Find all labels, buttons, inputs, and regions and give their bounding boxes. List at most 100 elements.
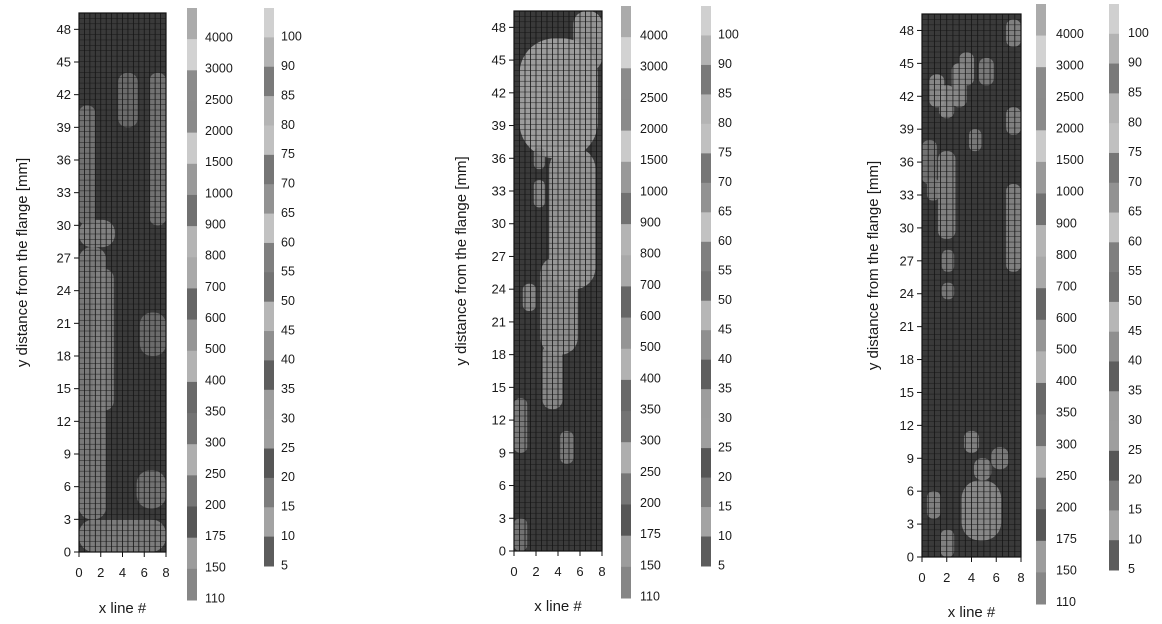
colorbar-segment	[264, 66, 274, 97]
colorbar-segment	[1036, 67, 1046, 100]
colorbar-label: 800	[640, 247, 661, 261]
colorbar-segment	[264, 331, 274, 361]
colorbar-2: 100 90 85 80 75 70 65 60 55 50 45 40 35 30 25 20 15 10 5	[701, 6, 739, 572]
colorbar-segment	[1036, 572, 1046, 605]
y-tick-label: 15	[900, 385, 914, 400]
colorbar-segment	[264, 96, 274, 126]
colorbar-label: 700	[205, 280, 226, 294]
colorbar-label: 300	[1056, 437, 1077, 451]
colorbar-segment	[264, 419, 274, 450]
y-tick-label: 18	[492, 347, 506, 362]
colorbar-label: 50	[1128, 294, 1142, 308]
colorbar-segment	[187, 226, 197, 258]
colorbar-label: 45	[718, 322, 732, 336]
y-tick-label: 45	[900, 56, 914, 71]
colorbar-label: 2500	[205, 93, 233, 107]
field-region-3	[549, 147, 596, 290]
colorbar-label: 15	[1128, 503, 1142, 517]
x-tick-label: 6	[576, 564, 583, 579]
colorbar-label: 45	[1128, 324, 1142, 338]
colorbar-segment	[1036, 98, 1046, 131]
y-tick-label: 6	[907, 484, 914, 499]
colorbar-label: 90	[281, 59, 295, 73]
y-tick-label: 24	[57, 283, 71, 298]
colorbar-segment	[1109, 331, 1119, 362]
colorbar-label: 700	[640, 278, 661, 292]
colorbar-segment	[264, 184, 274, 215]
colorbar-label: 300	[205, 436, 226, 450]
colorbar-segment	[701, 6, 711, 36]
colorbar-label: 600	[1056, 311, 1077, 325]
colorbar-label: 2000	[205, 124, 233, 138]
y-tick-label: 27	[900, 253, 914, 268]
colorbar-label: 150	[205, 560, 226, 574]
colorbar-label: 900	[640, 216, 661, 230]
colorbar-label: 500	[640, 340, 661, 354]
colorbar-label: 1500	[640, 153, 668, 167]
colorbar-label: 20	[718, 470, 732, 484]
x-axis-label: x line #	[948, 604, 996, 621]
colorbar-segment	[1036, 130, 1046, 163]
colorbar-label: 1000	[205, 186, 233, 200]
colorbar-segment	[701, 389, 711, 420]
colorbar-segment	[264, 360, 274, 391]
colorbar-segment	[701, 418, 711, 449]
colorbar-segment	[264, 242, 274, 273]
colorbar-label: 35	[718, 381, 732, 395]
colorbar-label: 45	[281, 323, 295, 337]
colorbar-segment	[264, 8, 274, 38]
y-tick-label: 9	[64, 447, 71, 462]
colorbar-segment	[1036, 446, 1046, 479]
field-region-8	[79, 105, 96, 226]
colorbar-label: 70	[1128, 175, 1142, 189]
colorbar-label: 75	[1128, 145, 1142, 159]
colorbar-label: 175	[640, 527, 661, 541]
colorbar-label: 800	[1056, 248, 1077, 262]
colorbar-label: 150	[640, 558, 661, 572]
colorbar-segment	[1109, 272, 1119, 303]
colorbar-label: 10	[281, 529, 295, 543]
field-region-1	[519, 38, 598, 159]
colorbar-label: 25	[1128, 443, 1142, 457]
colorbar-segment	[701, 359, 711, 390]
colorbar-segment	[187, 8, 197, 40]
colorbar-segment	[1036, 35, 1046, 68]
colorbar-label: 35	[281, 382, 295, 396]
colorbar-label: 80	[1128, 115, 1142, 129]
colorbar-segment	[1036, 161, 1046, 194]
colorbar-segment	[621, 379, 631, 412]
y-tick-label: 3	[64, 512, 71, 527]
colorbar-segment	[1036, 509, 1046, 542]
colorbar-segment	[187, 132, 197, 165]
y-tick-label: 18	[57, 349, 71, 364]
colorbar-1: 4000 3000 2500 2000 1500 1000 900 800 700 600 500 4…	[187, 8, 233, 605]
y-tick-label: 0	[907, 550, 914, 565]
colorbar-label: 700	[1056, 279, 1077, 293]
field-region-16	[961, 480, 1002, 541]
colorbar-segment	[1109, 361, 1119, 392]
y-tick-label: 36	[900, 155, 914, 170]
colorbar-segment	[1036, 288, 1046, 321]
y-tick-label: 36	[57, 153, 71, 168]
field-region-9	[533, 147, 545, 170]
colorbar-segment	[701, 448, 711, 479]
field-region-11	[969, 129, 982, 152]
colorbar-segment	[264, 272, 274, 303]
colorbar-label: 3000	[205, 62, 233, 76]
colorbar-segment	[1109, 242, 1119, 273]
colorbar-label: 350	[1056, 406, 1077, 420]
x-tick-label: 4	[968, 570, 975, 585]
y-axis-label: y distance from the flange [mm]	[865, 161, 882, 370]
x-tick-label: 0	[510, 564, 517, 579]
colorbar-1: 4000 3000 2500 2000 1500 1000 900 800 700 600 500 4…	[621, 6, 668, 603]
colorbar-label: 400	[1056, 374, 1077, 388]
colorbar-label: 85	[1128, 85, 1142, 99]
colorbar-segment	[621, 411, 631, 443]
colorbar-label: 110	[205, 591, 225, 605]
colorbar-segment	[1109, 450, 1119, 482]
colorbar-segment	[1109, 63, 1119, 94]
colorbar-label: 600	[205, 311, 226, 325]
colorbar-label: 800	[205, 249, 226, 263]
y-tick-label: 21	[57, 316, 71, 331]
